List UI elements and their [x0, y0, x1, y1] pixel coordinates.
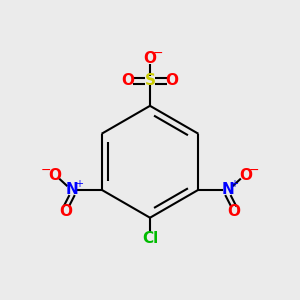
Text: −: −	[153, 47, 164, 60]
Text: O: O	[60, 204, 73, 219]
Text: Cl: Cl	[142, 231, 158, 246]
Text: N: N	[221, 182, 234, 197]
Text: +: +	[230, 179, 238, 189]
Text: S: S	[145, 73, 155, 88]
Text: O: O	[122, 73, 134, 88]
Text: O: O	[166, 73, 178, 88]
Text: −: −	[41, 164, 51, 177]
Text: O: O	[143, 51, 157, 66]
Text: −: −	[249, 164, 259, 177]
Text: O: O	[239, 167, 252, 182]
Text: O: O	[227, 204, 240, 219]
Text: +: +	[75, 179, 83, 189]
Text: N: N	[66, 182, 79, 197]
Text: O: O	[48, 167, 61, 182]
